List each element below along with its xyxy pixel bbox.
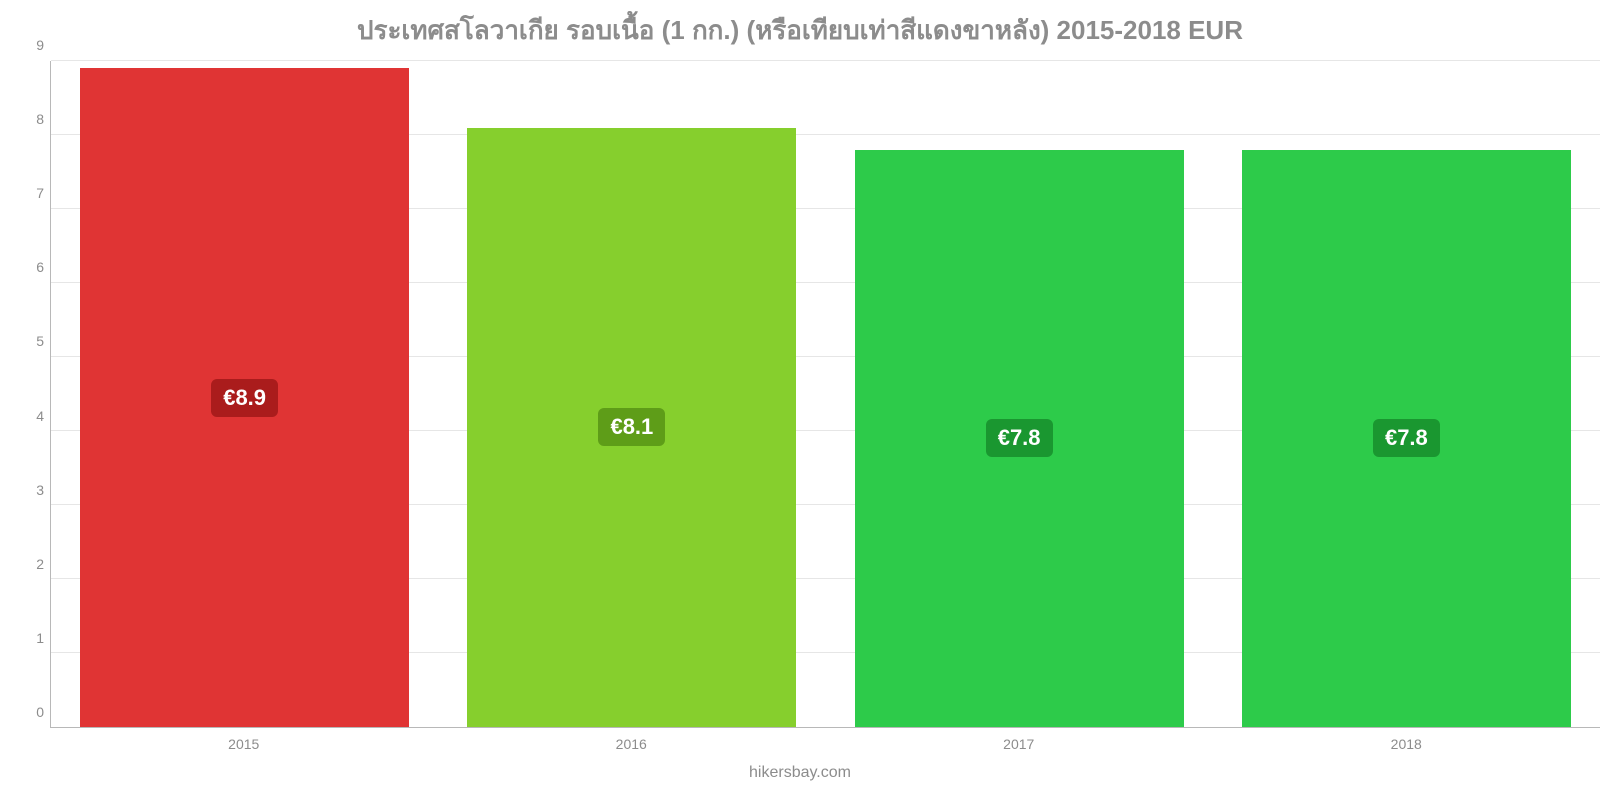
plot-row: 0123456789 €8.9€8.1€7.8€7.8 [0, 61, 1600, 728]
x-tick-label: 2018 [1213, 736, 1600, 752]
bar-slot: €8.1 [438, 61, 825, 727]
bars-container: €8.9 €8.1 €7.8 €7.8 [51, 61, 1600, 727]
y-tick-label: 7 [36, 185, 44, 201]
x-axis: 2015201620172018 [50, 728, 1600, 752]
y-tick-label: 5 [36, 333, 44, 349]
x-tick-label: 2017 [825, 736, 1213, 752]
y-tick-label: 3 [36, 482, 44, 498]
x-tick-label: 2015 [50, 736, 438, 752]
y-tick-label: 4 [36, 408, 44, 424]
y-tick-label: 8 [36, 111, 44, 127]
bar-value-label: €8.1 [598, 408, 665, 446]
bar-slot: €7.8 [826, 61, 1213, 727]
bar-value-label: €7.8 [1373, 419, 1440, 457]
bar-value-label: €7.8 [986, 419, 1053, 457]
bar: €8.9 [80, 68, 409, 727]
y-tick-label: 6 [36, 259, 44, 275]
y-tick-label: 1 [36, 630, 44, 646]
chart-title: ประเทศสโลวาเกีย รอบเนื้อ (1 กก.) (หรือเท… [0, 0, 1600, 61]
x-tick-label: 2016 [438, 736, 826, 752]
bar-value-label: €8.9 [211, 379, 278, 417]
bar-slot: €8.9 [51, 61, 438, 727]
bar: €7.8 [855, 150, 1184, 727]
chart-area: 0123456789 €8.9€8.1€7.8€7.8 201520162017… [0, 61, 1600, 800]
y-axis: 0123456789 [0, 61, 50, 728]
bar: €7.8 [1242, 150, 1571, 727]
y-tick-label: 0 [36, 704, 44, 720]
bar-slot: €7.8 [1213, 61, 1600, 727]
plot-area: €8.9 €8.1 €7.8 €7.8 [50, 61, 1600, 728]
y-tick-label: 9 [36, 37, 44, 53]
y-tick-label: 2 [36, 556, 44, 572]
bar: €8.1 [467, 128, 796, 727]
chart-source-footer: hikersbay.com [0, 752, 1600, 800]
